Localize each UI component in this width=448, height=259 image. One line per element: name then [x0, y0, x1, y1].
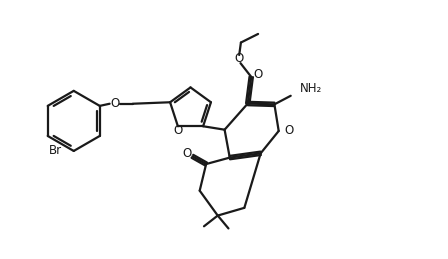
Text: O: O	[285, 125, 294, 138]
Text: O: O	[110, 97, 120, 110]
Text: NH₂: NH₂	[300, 82, 323, 95]
Text: Br: Br	[48, 145, 62, 157]
Text: O: O	[235, 52, 244, 65]
Text: O: O	[174, 124, 183, 137]
Text: O: O	[254, 68, 263, 81]
Text: O: O	[183, 147, 192, 160]
